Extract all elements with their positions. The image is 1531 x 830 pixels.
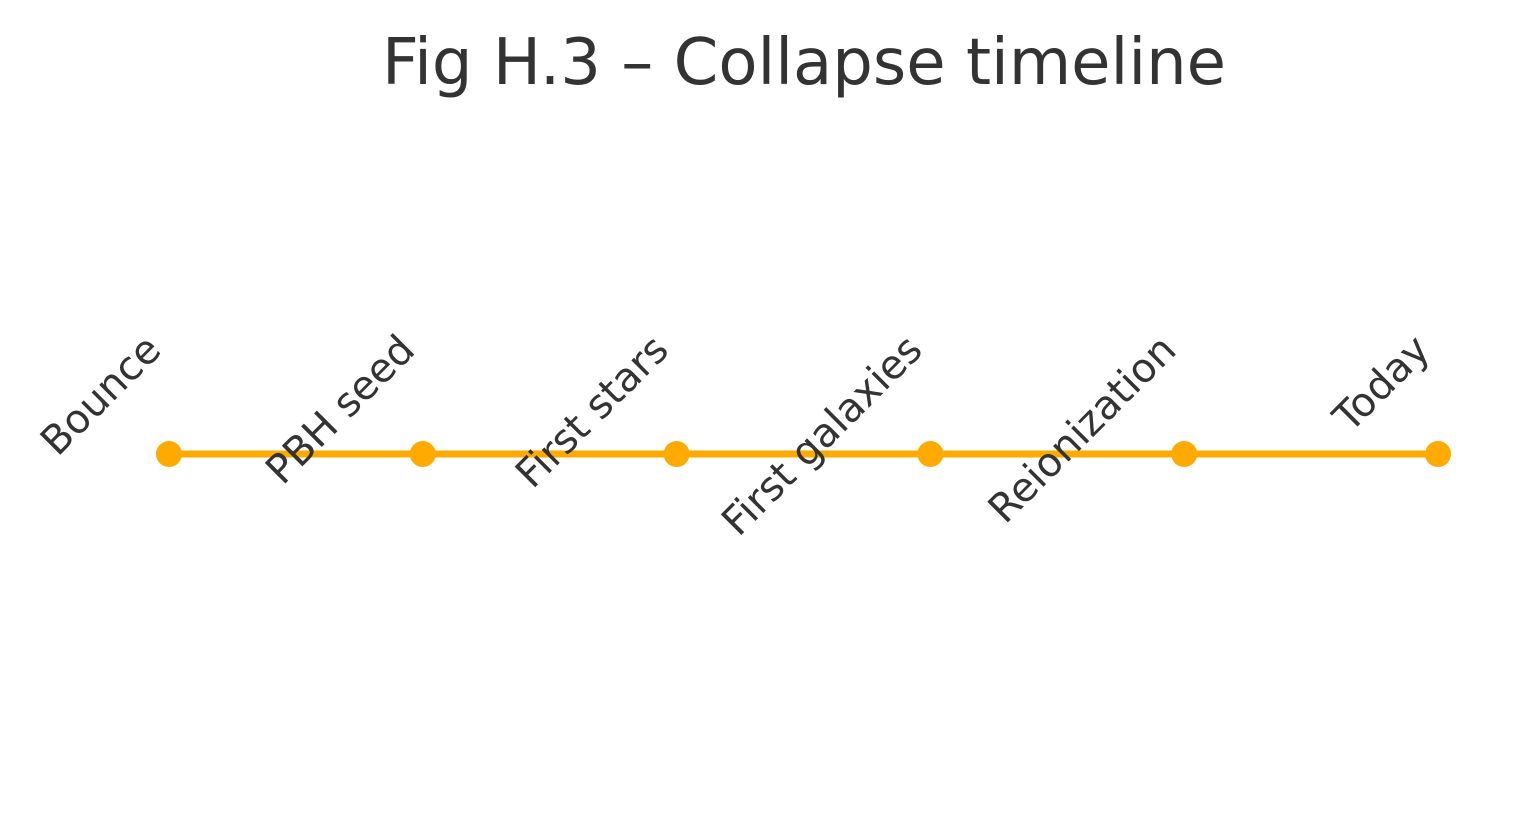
timeline-event-label: PBH seed: [257, 327, 424, 494]
timeline-marker: [156, 441, 182, 467]
timeline-labels: Bounce PBH seed First stars First galaxies R…: [32, 327, 1439, 545]
timeline-marker: [409, 441, 436, 467]
timeline-marker: [663, 441, 690, 467]
timeline-event-label: First galaxies: [713, 327, 931, 545]
timeline-event-label: First stars: [507, 327, 678, 498]
timeline-marker: [1171, 441, 1198, 467]
timeline-markers: [156, 441, 1451, 467]
timeline-marker: [1425, 441, 1451, 467]
figure-title: Fig H.3 – Collapse timeline: [382, 26, 1226, 100]
timeline-event-label: Today: [1324, 327, 1439, 442]
timeline-marker: [917, 441, 944, 467]
timeline-event-label: Bounce: [32, 327, 170, 465]
timeline-event-label: Reionization: [980, 327, 1186, 533]
